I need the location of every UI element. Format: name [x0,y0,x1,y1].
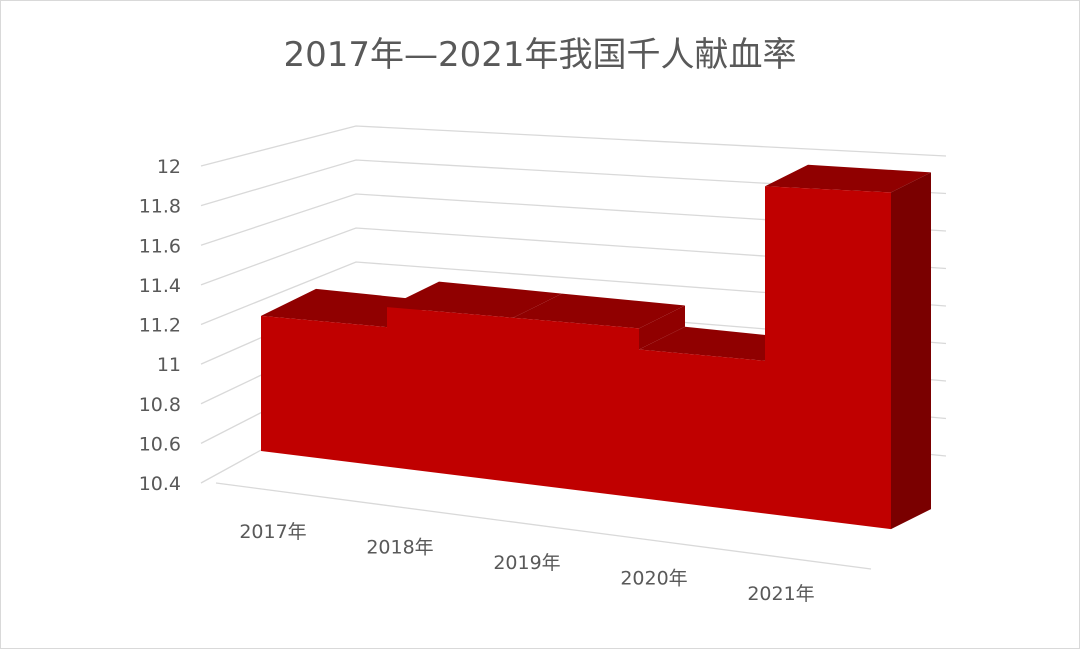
x-tick-label: 2020年 [620,568,687,590]
y-tick-label: 10.6 [139,433,181,455]
y-tick-label: 10.8 [139,394,181,416]
floor-line [215,482,872,570]
area-side-face [891,172,931,530]
gridline [200,261,947,326]
x-tick-label: 2018年 [366,537,433,559]
gridline [200,193,947,246]
y-tick-label: 11.4 [139,275,181,297]
gridline [200,227,947,286]
area-front-face [261,186,891,530]
area-step-face [639,305,685,350]
y-tick-label: 11.2 [139,315,181,337]
y-tick-label: 12 [157,156,181,178]
x-tick-label: 2017年 [239,521,306,543]
chart-title: 2017年—2021年我国千人献血率 [283,35,797,75]
area-top-face [765,164,931,193]
x-tick-label: 2019年 [493,552,560,574]
area-top-face [513,293,685,329]
y-tick-label: 11.6 [139,235,181,257]
gridline [200,159,947,207]
area-top-face [387,281,562,318]
x-tick-label: 2021年 [747,583,814,605]
y-tick-label: 11.8 [139,196,181,218]
y-tick-label: 10.4 [139,473,181,495]
y-tick-label: 11 [157,354,181,376]
gridline [200,125,947,167]
